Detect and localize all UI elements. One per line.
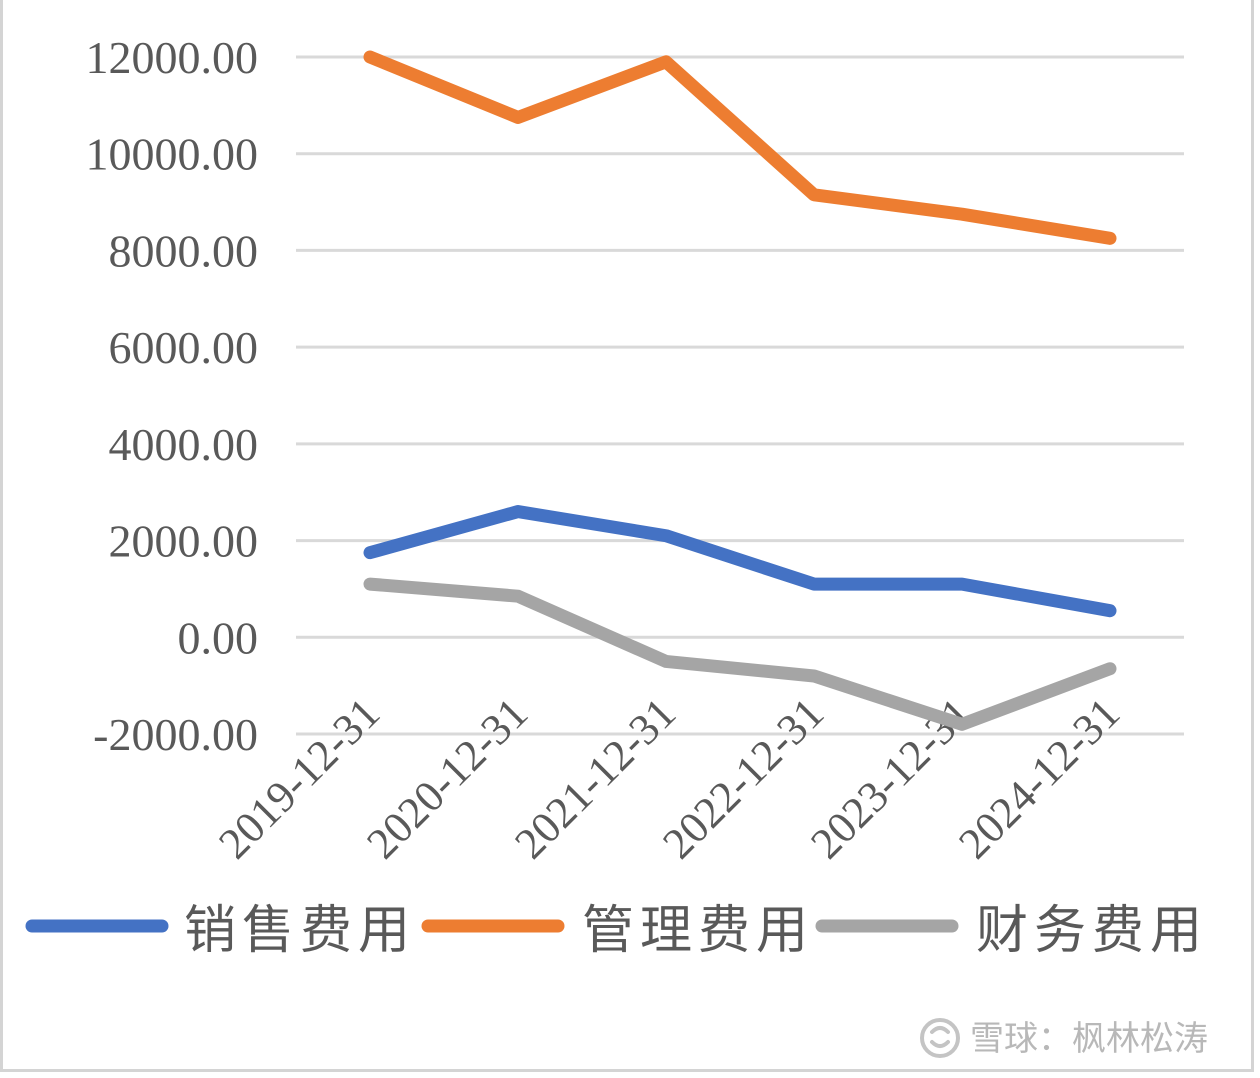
legend-label-finance: 财务费用 bbox=[976, 901, 1208, 961]
y-tick-label: 6000.00 bbox=[109, 322, 259, 373]
y-tick-label: 4000.00 bbox=[109, 419, 259, 470]
legend-label-sales: 销售费用 bbox=[184, 901, 416, 961]
y-axis-ticks: 12000.00 10000.00 8000.00 6000.00 4000.00 200… bbox=[86, 32, 259, 760]
y-tick-label: 8000.00 bbox=[109, 225, 259, 276]
series-lines bbox=[363, 50, 1117, 731]
x-tick-label: 2022-12-31 bbox=[653, 688, 833, 868]
y-tick-label: -2000.00 bbox=[93, 709, 258, 760]
y-tick-label: 2000.00 bbox=[109, 516, 259, 567]
y-tick-label: 0.00 bbox=[178, 612, 259, 663]
series-line-0 bbox=[363, 505, 1117, 618]
y-tick-label: 12000.00 bbox=[86, 32, 259, 83]
x-tick-label: 2020-12-31 bbox=[357, 688, 537, 868]
watermark: 雪球：枫林松涛 bbox=[920, 1018, 1208, 1059]
gridlines bbox=[296, 55, 1184, 736]
y-tick-label: 10000.00 bbox=[86, 129, 259, 180]
series-line-1 bbox=[363, 50, 1117, 245]
snowball-logo-icon bbox=[920, 1018, 960, 1058]
legend-label-admin: 管理费用 bbox=[582, 901, 814, 961]
watermark-text: 雪球：枫林松涛 bbox=[970, 1019, 1208, 1059]
legend: 销售费用 管理费用 财务费用 bbox=[25, 901, 1208, 961]
series-line-2 bbox=[363, 577, 1117, 731]
x-tick-label: 2021-12-31 bbox=[505, 688, 685, 868]
